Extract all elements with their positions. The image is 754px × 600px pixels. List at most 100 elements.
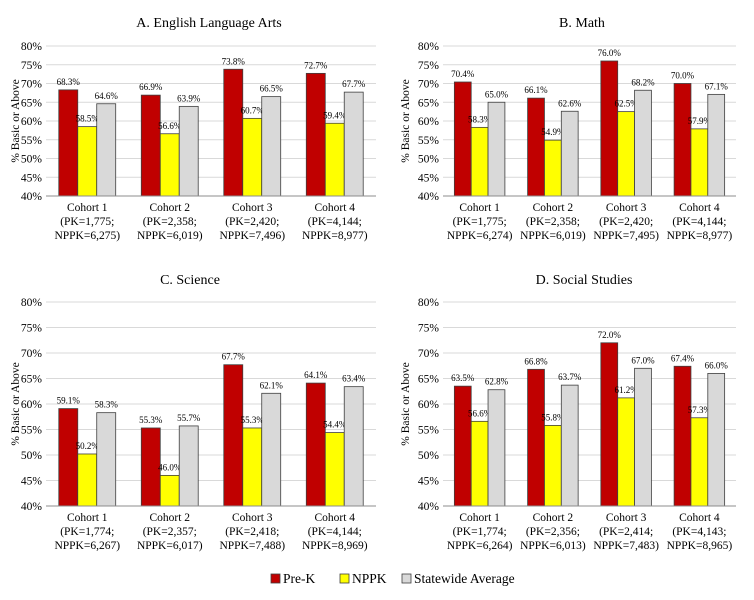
y-tick-label: 60% <box>21 116 43 128</box>
bar-prek-cohort-4 <box>305 382 326 507</box>
y-tick-label: 65% <box>21 374 43 386</box>
bar-prek-cohort-4 <box>673 83 692 197</box>
y-tick-label: 70% <box>418 79 440 91</box>
y-tick-label: 40% <box>418 501 440 513</box>
data-label: 57.3% <box>688 405 712 415</box>
data-label: 67.7% <box>342 79 366 89</box>
x-category-label: (PK=4,144; <box>308 526 362 538</box>
data-label: 55.7% <box>177 413 201 423</box>
y-tick-label: 80% <box>21 41 43 53</box>
data-label: 56.6% <box>468 408 492 418</box>
x-category-label: NPPK=7,496) <box>219 230 285 242</box>
y-tick-label: 60% <box>418 399 440 411</box>
y-tick-label: 65% <box>418 374 440 386</box>
y-tick-label: 70% <box>21 348 43 360</box>
legend-label-statewide: Statewide Average <box>414 571 515 586</box>
data-label: 58.3% <box>468 114 492 124</box>
bar-statewide-cohort-1 <box>487 389 506 507</box>
bar-prek-cohort-2 <box>527 97 545 197</box>
data-label: 62.8% <box>485 377 509 387</box>
data-label: 58.3% <box>95 400 119 410</box>
bar-nppk-cohort-3 <box>617 111 635 197</box>
data-label: 62.1% <box>260 380 284 390</box>
data-label: 70.4% <box>451 69 475 79</box>
bar-prek-cohort-2 <box>140 94 161 197</box>
data-label: 61.2% <box>615 385 639 395</box>
y-tick-label: 70% <box>21 79 43 91</box>
y-tick-label: 50% <box>418 154 440 166</box>
bar-statewide-cohort-4 <box>707 372 726 507</box>
data-label: 76.0% <box>598 48 622 58</box>
data-label: 67.7% <box>222 352 246 362</box>
bar-prek-cohort-3 <box>600 342 619 507</box>
y-tick-label: 75% <box>418 323 440 335</box>
y-tick-label: 75% <box>21 323 43 335</box>
x-category-label: (PK=1,775; <box>60 216 114 228</box>
data-label: 58.5% <box>76 114 100 124</box>
x-category-label: NPPK=6,274) <box>447 230 513 242</box>
x-category-label: (PK=2,357; <box>143 526 197 538</box>
data-label: 63.7% <box>558 372 582 382</box>
bar-prek-cohort-1 <box>453 385 472 507</box>
data-label: 68.3% <box>57 77 81 87</box>
x-category-label: Cohort 1 <box>459 512 500 524</box>
bar-nppk-cohort-4 <box>690 417 709 507</box>
panel-social-studies: D. Social Studies 40% 45% 50% 55% 60% 65% 70% 75… <box>400 273 736 552</box>
y-tick-label: 40% <box>21 501 43 513</box>
y-tick-label: 50% <box>418 450 440 462</box>
chart-panels: A. English Language Arts 40% 45% 50% 55% 60% 6… <box>10 16 736 552</box>
x-category-label: Cohort 2 <box>533 202 574 214</box>
bar-nppk-cohort-3 <box>242 427 263 507</box>
x-category-label: (PK=1,775; <box>453 216 507 228</box>
data-label: 72.0% <box>598 330 622 340</box>
bar-prek-cohort-3 <box>223 68 244 197</box>
bar-nppk-cohort-2 <box>159 133 180 197</box>
x-category-label: NPPK=8,969) <box>302 540 368 552</box>
x-category-label: Cohort 1 <box>67 512 108 524</box>
y-tick-label: 80% <box>418 297 440 309</box>
bar-statewide-cohort-3 <box>261 96 282 197</box>
panel-title: C. Science <box>160 273 220 288</box>
bar-nppk-cohort-1 <box>77 126 98 197</box>
x-category-label: NPPK=6,019) <box>137 230 203 242</box>
y-tick-label: 75% <box>21 60 43 72</box>
x-category-label: Cohort 3 <box>232 202 273 214</box>
x-category-label: NPPK=7,495) <box>593 230 659 242</box>
y-axis-label: % Basic or Above <box>400 362 412 445</box>
y-tick-label: 80% <box>418 41 440 53</box>
x-category-label: Cohort 2 <box>149 202 190 214</box>
data-label: 67.1% <box>705 81 729 91</box>
x-category-label: NPPK=8,977) <box>302 230 368 242</box>
x-category-label: (PK=2,418; <box>225 526 279 538</box>
legend-swatch-statewide <box>401 573 412 584</box>
x-category-label: NPPK=6,267) <box>54 540 120 552</box>
bar-nppk-cohort-1 <box>470 420 489 507</box>
x-category-label: Cohort 1 <box>67 202 108 214</box>
y-tick-label: 55% <box>21 135 43 147</box>
data-label: 62.6% <box>558 98 582 108</box>
x-category-label: (PK=4,144; <box>308 216 362 228</box>
x-category-label: (PK=2,358; <box>143 216 197 228</box>
x-category-label: Cohort 3 <box>232 512 273 524</box>
data-label: 60.7% <box>241 105 265 115</box>
data-label: 55.8% <box>541 412 565 422</box>
bar-prek-cohort-1 <box>453 81 472 197</box>
data-label: 57.9% <box>688 116 712 126</box>
y-tick-label: 65% <box>418 97 440 109</box>
bar-statewide-cohort-4 <box>343 91 364 197</box>
data-label: 63.5% <box>451 373 475 383</box>
data-label: 66.5% <box>260 84 284 94</box>
bar-prek-cohort-4 <box>673 365 692 507</box>
x-category-label: (PK=2,420; <box>599 216 653 228</box>
x-category-label: NPPK=6,017) <box>137 540 203 552</box>
bar-statewide-cohort-1 <box>96 103 117 197</box>
x-category-label: NPPK=7,488) <box>219 540 285 552</box>
x-category-label: NPPK=6,019) <box>520 230 586 242</box>
bar-prek-cohort-1 <box>58 89 79 197</box>
x-category-label: NPPK=6,275) <box>54 230 120 242</box>
bar-nppk-cohort-3 <box>617 397 635 507</box>
x-category-label: NPPK=6,264) <box>447 540 513 552</box>
x-category-label: Cohort 4 <box>679 512 720 524</box>
y-tick-label: 45% <box>418 172 440 184</box>
bar-prek-cohort-1 <box>58 408 79 507</box>
